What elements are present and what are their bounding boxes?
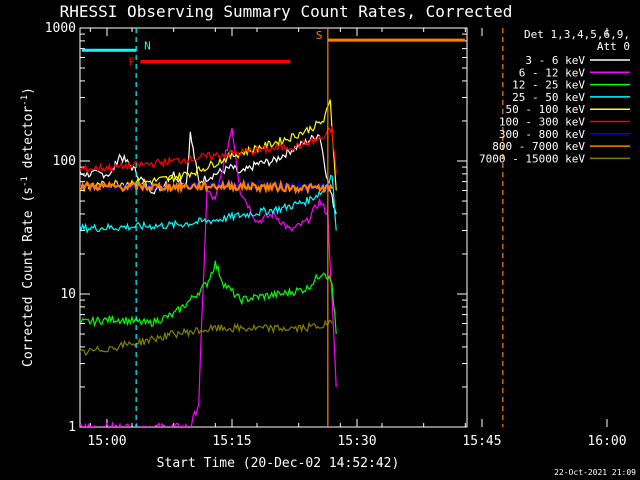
y-tick-label: 100 — [53, 154, 76, 169]
y-axis-label: Corrected Count Rate (s-1 detector-1) — [20, 87, 36, 367]
x-tick-label: 15:45 — [462, 434, 501, 449]
x-tick-label: 15:00 — [87, 434, 126, 449]
legend-label-2: 12 - 25 keV — [512, 79, 585, 92]
legend-label-7: 800 - 7000 keV — [492, 140, 585, 153]
series-group — [80, 99, 337, 427]
chart-marks: N S F — [80, 28, 504, 427]
legend-header: Det 1,3,4,5,6,9, — [524, 28, 630, 41]
y-label-part3: ) — [21, 87, 36, 95]
series-line-7 — [80, 178, 333, 195]
x-axis-label: Start Time (20-Dec-02 14:52:42) — [157, 456, 400, 471]
legend-label-0: 3 - 6 keV — [525, 54, 585, 67]
y-tick-label: 1 — [68, 420, 76, 435]
legend-attenuator: Att 0 — [597, 40, 630, 53]
legend-label-8: 7000 - 15000 keV — [479, 152, 585, 165]
legend-label-3: 25 - 50 keV — [512, 91, 585, 104]
legend-label-5: 100 - 300 keV — [499, 116, 585, 129]
series-line-8 — [80, 319, 333, 357]
generation-timestamp: 22-Oct-2021 21:09 — [554, 468, 636, 477]
series-line-5 — [80, 126, 337, 174]
series-line-4 — [80, 99, 337, 193]
flag-label-1: N — [144, 39, 151, 52]
series-line-3 — [80, 174, 337, 235]
x-tick-label: 16:00 — [587, 434, 626, 449]
series-line-1 — [80, 127, 337, 427]
plot-area: 110100100015:0015:1515:3015:4516:0016:15… — [45, 21, 627, 449]
series-line-2 — [80, 260, 337, 335]
legend-label-4: 50 - 100 keV — [506, 103, 586, 116]
x-tick-label: 15:15 — [212, 434, 251, 449]
x-tick-label: 15:30 — [337, 434, 376, 449]
legend-label-6: 300 - 800 keV — [499, 128, 585, 141]
y-label-part1: Corrected Count Rate (s — [21, 187, 36, 367]
flag-label-3: S — [316, 29, 323, 42]
y-tick-label: 10 — [60, 287, 76, 302]
legend-label-1: 6 - 12 keV — [519, 66, 586, 79]
y-label-sup1: -1 — [20, 176, 30, 187]
plot-frame — [79, 27, 468, 428]
flag-label-4: F — [128, 55, 135, 68]
y-label-part2: detector — [21, 106, 36, 177]
y-tick-label: 1000 — [45, 21, 76, 36]
chart-title: RHESSI Observing Summary Count Rates, Co… — [60, 2, 513, 21]
y-label-sup2: -1 — [20, 95, 30, 106]
